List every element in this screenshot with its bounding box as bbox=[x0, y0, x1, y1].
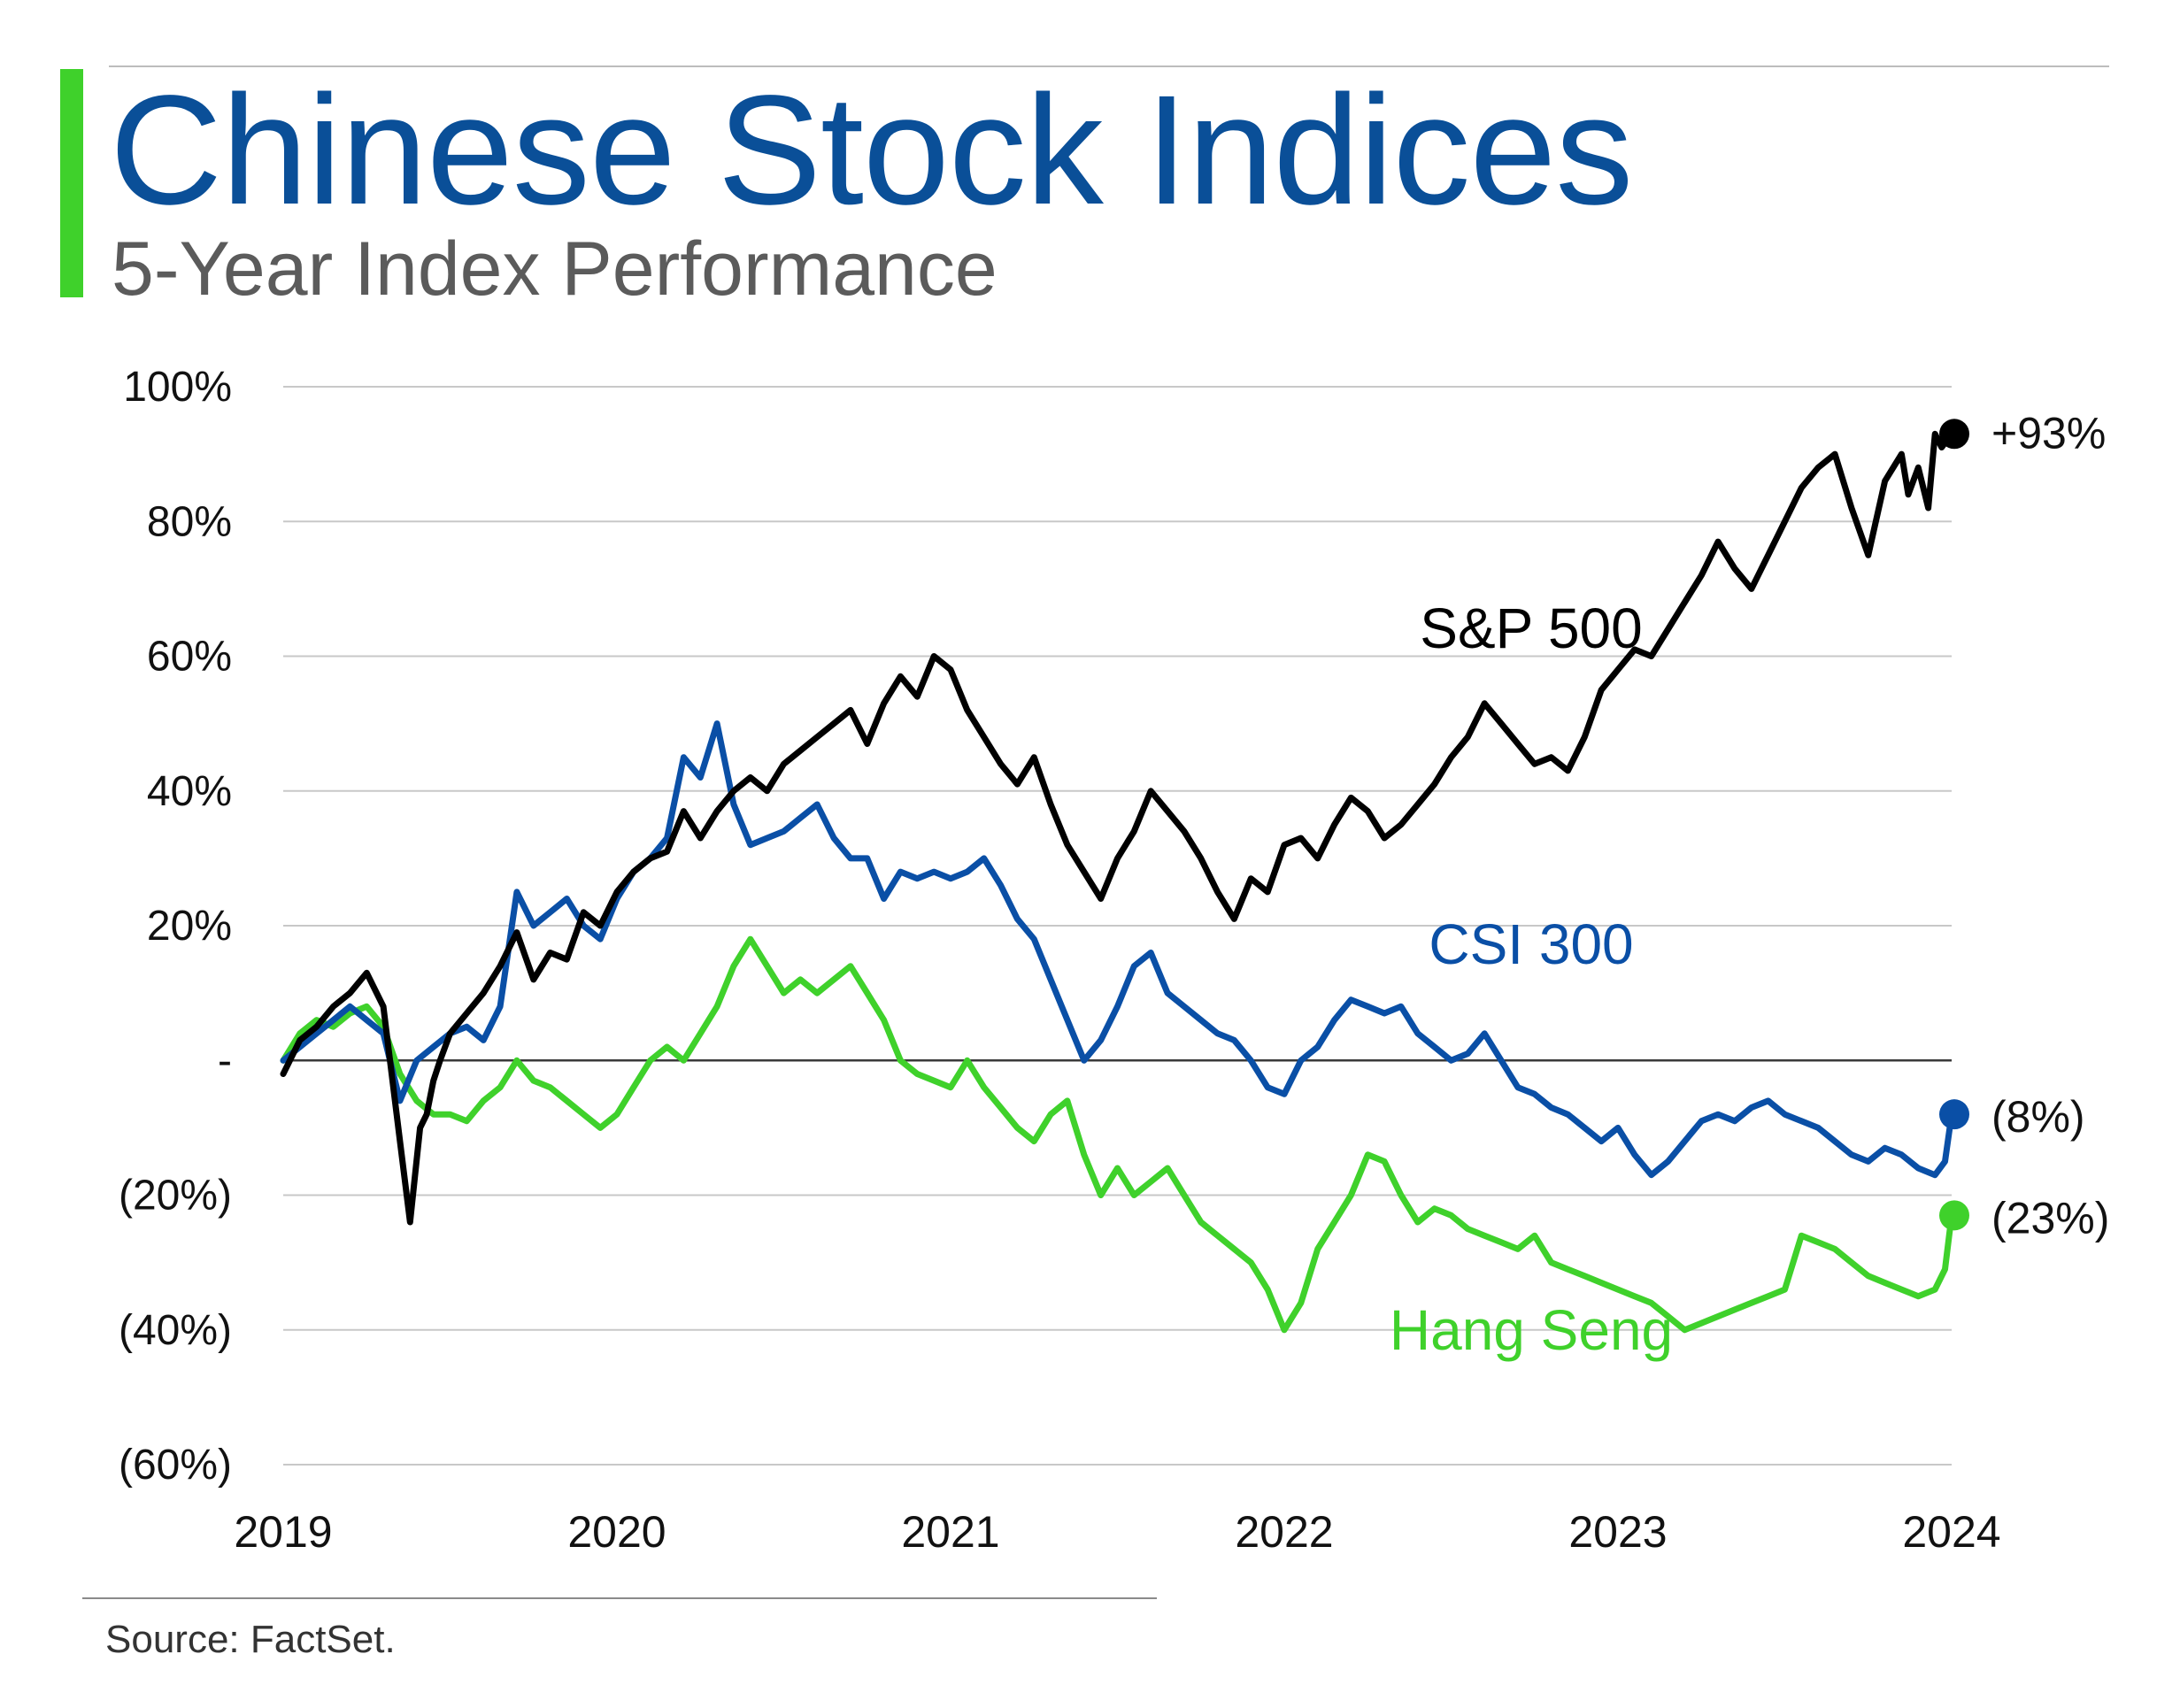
top-rule bbox=[109, 65, 2109, 67]
y-tick-label: (40%) bbox=[119, 1307, 232, 1354]
y-tick-label: (20%) bbox=[119, 1173, 232, 1219]
y-tick-label: 40% bbox=[147, 768, 232, 815]
series-label: S&P 500 bbox=[1420, 596, 1642, 660]
x-tick-label: 2019 bbox=[234, 1507, 332, 1557]
y-tick-label: 80% bbox=[147, 498, 232, 545]
y-tick-label: - bbox=[218, 1037, 232, 1084]
x-tick-label: 2024 bbox=[1902, 1507, 2000, 1557]
x-tick-label: 2022 bbox=[1235, 1507, 1333, 1557]
series-line-csi-300 bbox=[280, 720, 1955, 1179]
chart-series bbox=[280, 430, 1955, 1334]
y-tick-label: 60% bbox=[147, 634, 232, 681]
page-title: Chinese Stock Indices bbox=[110, 64, 1633, 237]
page-subtitle: 5-Year Index Performance bbox=[112, 227, 998, 312]
source-note: Source: FactSet. bbox=[105, 1618, 396, 1661]
series-labels: S&P 500 CSI 300 Hang Seng bbox=[1390, 596, 1673, 1362]
x-tick-label: 2023 bbox=[1568, 1507, 1667, 1557]
end-marker bbox=[1939, 419, 1969, 450]
end-value-label: (8%) bbox=[1991, 1092, 2085, 1142]
series-label: CSI 300 bbox=[1429, 912, 1633, 976]
series-label: Hang Seng bbox=[1390, 1298, 1673, 1362]
x-tick-label: 2021 bbox=[901, 1507, 999, 1557]
accent-bar bbox=[60, 69, 83, 297]
source-rule bbox=[82, 1597, 1157, 1599]
y-tick-label: 100% bbox=[123, 364, 232, 411]
series-line-s-p-500 bbox=[280, 430, 1955, 1226]
y-tick-labels: 100% 80% 60% 40% 20% - (20%) (40%) (60%) bbox=[119, 364, 232, 1489]
end-marker bbox=[1939, 1099, 1969, 1130]
series-line-hang-seng bbox=[280, 935, 1955, 1334]
end-value-label: (23%) bbox=[1991, 1193, 2109, 1243]
y-tick-label: (60%) bbox=[119, 1442, 232, 1489]
chart-grid bbox=[283, 386, 1952, 1466]
x-tick-label: 2020 bbox=[567, 1507, 666, 1557]
end-marker bbox=[1939, 1200, 1969, 1231]
y-tick-label: 20% bbox=[147, 903, 232, 950]
x-tick-labels: 2019 2020 2021 2022 2023 2024 bbox=[234, 1507, 2000, 1557]
end-markers: +93% (8%) (23%) bbox=[1939, 408, 2109, 1243]
end-value-label: +93% bbox=[1991, 408, 2106, 458]
